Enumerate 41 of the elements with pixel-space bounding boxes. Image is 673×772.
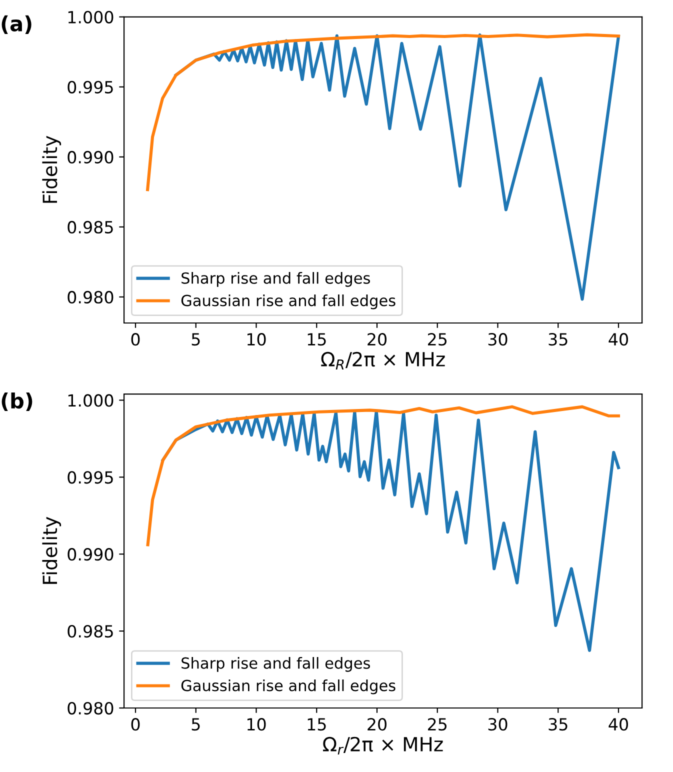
y-tick-label: 1.000 bbox=[68, 394, 114, 407]
y-tick-label: 0.995 bbox=[68, 471, 113, 484]
x-tick-label: 35 bbox=[548, 718, 568, 731]
x-tick-label: 10 bbox=[247, 333, 266, 346]
legend-label: Gaussian rise and fall edges bbox=[181, 679, 396, 694]
legend-label: Gaussian rise and fall edges bbox=[181, 294, 396, 310]
x-tick-label: 25 bbox=[428, 333, 447, 346]
y-tick-label: 0.985 bbox=[68, 625, 113, 638]
x-tick-label: 40 bbox=[608, 333, 628, 346]
x-tick-label: 0 bbox=[131, 333, 140, 346]
x-tick-label: 30 bbox=[488, 333, 508, 346]
y-tick-label: 0.985 bbox=[68, 220, 113, 234]
legend-label: Sharp rise and fall edges bbox=[182, 657, 370, 672]
chart-title: (b) bbox=[2, 392, 32, 412]
y-tick-label: 0.990 bbox=[68, 548, 114, 561]
y-tick-label: 0.980 bbox=[68, 290, 114, 304]
x-tick-label: 15 bbox=[308, 333, 326, 346]
line-series bbox=[146, 33, 620, 192]
x-tick-label: 20 bbox=[368, 718, 386, 731]
x-tick-label: 10 bbox=[247, 718, 266, 731]
x-tick-label: 25 bbox=[428, 718, 447, 731]
y-axis-title: Fidelity bbox=[42, 136, 62, 203]
x-tick-label: 30 bbox=[488, 718, 508, 731]
y-tick-label: 0.995 bbox=[68, 80, 113, 94]
y-tick-label: 0.980 bbox=[68, 702, 114, 715]
line-series bbox=[161, 410, 620, 652]
x-tick-label: 40 bbox=[608, 718, 628, 731]
x-axis-title: Ω$_{r}$/2π × MHz bbox=[323, 736, 443, 754]
x-axis-title: Ω$_{R}$/2π × MHz bbox=[321, 352, 445, 370]
y-axis-title: Fidelity bbox=[42, 516, 62, 584]
x-tick-label: 35 bbox=[548, 333, 568, 346]
x-tick-label: 0 bbox=[131, 718, 140, 731]
x-tick-label: 5 bbox=[192, 333, 200, 346]
legend-label: Sharp rise and fall edges bbox=[182, 272, 370, 287]
y-tick-label: 0.990 bbox=[68, 150, 114, 164]
line-series bbox=[146, 405, 620, 546]
y-tick-label: 1.000 bbox=[68, 10, 114, 24]
chart-title: (a) bbox=[2, 15, 32, 34]
x-tick-label: 15 bbox=[308, 718, 326, 731]
x-tick-label: 20 bbox=[368, 333, 386, 346]
x-tick-label: 5 bbox=[192, 718, 200, 731]
